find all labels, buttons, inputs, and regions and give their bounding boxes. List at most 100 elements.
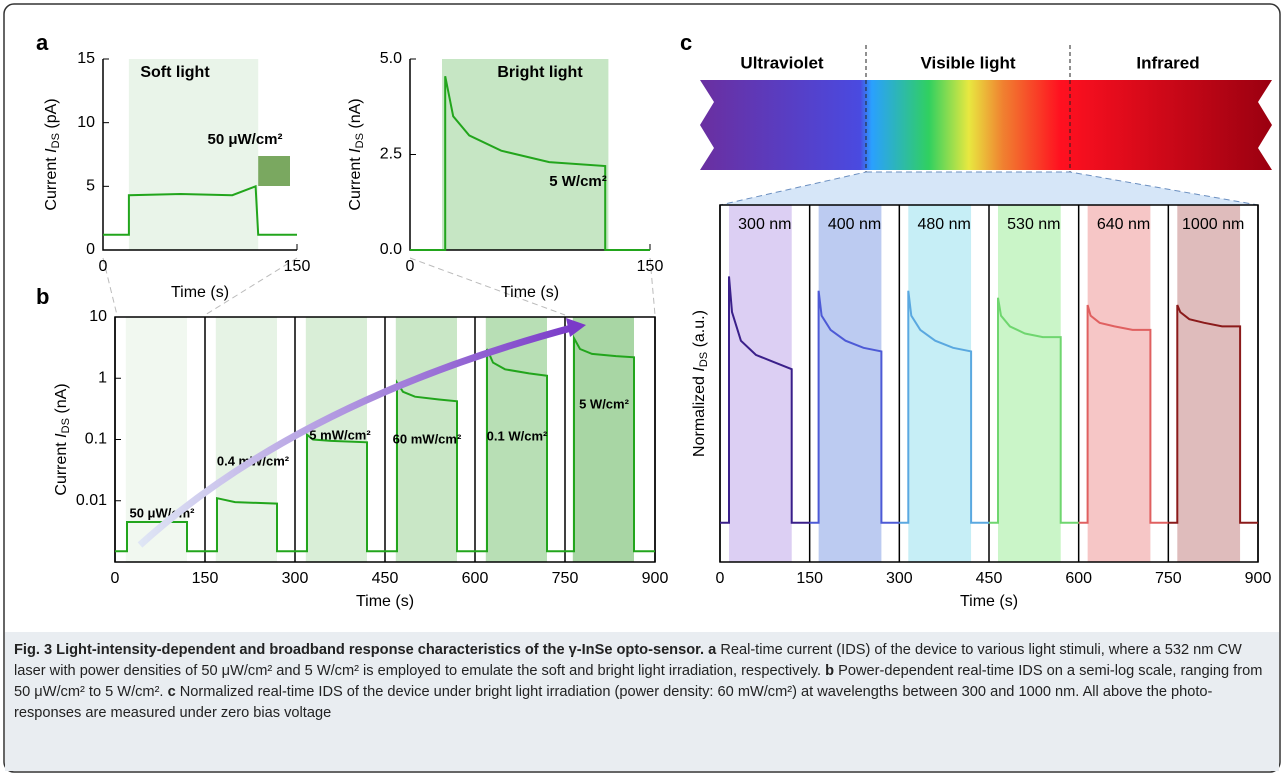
y-label-var: I [43,148,60,153]
plot-frame [719,204,1259,563]
panel-label: a [36,30,49,55]
y-tick-label: 0.01 [76,492,107,509]
light-on-region [997,205,1061,562]
light-on-region [1087,205,1151,562]
zoom-trapezoid [719,171,1259,206]
panel-label: b [36,284,49,309]
data-line [1168,304,1258,524]
y-label-sub: DS [354,133,366,148]
caption-text: Real-time current (IDS) of the device to… [14,642,1242,679]
data-line [720,276,810,524]
x-tick-label: 300 [886,570,913,587]
annotation: 5 mW/cm² [309,427,371,442]
data-line [295,432,385,553]
y-axis-label: Current IDS (nA) [53,383,72,495]
x-tick-label: 0 [99,258,108,275]
x-axis-label: Time (s) [171,284,229,301]
caption-part-label: a [708,642,717,658]
data-line [410,76,650,251]
data-line [565,334,655,553]
band-label: Infrared [1136,53,1199,72]
x-axis-label: Time (s) [960,593,1018,610]
axes [102,59,297,251]
x-tick-label: 0 [111,570,120,587]
data-line [809,290,900,524]
x-tick-label: 900 [642,570,669,587]
figure-border [3,3,1281,773]
x-tick-label: 600 [462,570,489,587]
y-axis-label: Normalized IDS (a.u.) [691,310,710,457]
spectrum-bar [700,80,1272,170]
data-line [115,521,205,553]
x-tick-label: 300 [282,570,309,587]
y-label-var: I [347,148,364,153]
x-tick-label: 450 [976,570,1003,587]
wavelength-label: 300 nm [738,216,791,233]
y-label-sub: DS [50,133,62,148]
light-on-region [442,59,609,250]
light-on-region [215,317,277,562]
trend-arrow [137,323,576,548]
y-axis-label: Current IDS (pA) [43,98,62,210]
data-line [385,379,475,553]
y-axis-label: Current IDS (nA) [347,98,366,210]
light-on-region [572,317,634,562]
data-line [205,496,295,553]
caption-text: Normalized real-time IDS of the device u… [14,684,1213,721]
light-on-region [128,59,259,250]
y-label-text: Normalized [691,372,708,457]
band-label: Ultraviolet [740,53,823,72]
panel-title: Soft light [140,64,210,81]
y-label-sub: DS [698,352,710,367]
wavelength-label: 640 nm [1097,216,1150,233]
caption-part-label: b [825,663,835,679]
x-tick-label: 750 [1155,570,1182,587]
band-label: Visible light [920,53,1015,72]
x-axis-label: Time (s) [501,284,559,301]
y-label-text: Current [43,153,60,211]
light-on-region [395,317,457,562]
light-on-region [1177,205,1241,562]
x-tick-label: 450 [372,570,399,587]
leader-lines [102,257,656,316]
x-tick-label: 150 [796,570,823,587]
light-on-region [818,205,882,562]
trend-arrowhead [566,318,586,337]
y-label-unit: (nA) [347,98,364,133]
y-label-unit: (a.u.) [691,310,708,352]
x-tick-label: 0 [716,570,725,587]
y-tick-label: 10 [89,308,107,325]
light-on-region [728,205,792,562]
y-label-unit: (nA) [53,383,70,418]
y-tick-label: 0 [86,241,95,258]
y-tick-label: 5.0 [380,50,402,67]
panel-title: Bright light [497,64,583,81]
annotation: 50 μW/cm² [207,131,282,148]
x-tick-label: 900 [1245,570,1272,587]
y-label-unit: (pA) [43,98,60,133]
caption-text: Power-dependent real-time IDS on a semi-… [14,663,1263,700]
y-tick-label: 0.1 [85,431,107,448]
data-line [899,290,989,524]
wavelength-label: 400 nm [828,216,881,233]
caption-bg [5,632,1279,771]
annotation: 0.1 W/cm² [487,428,548,443]
y-tick-label: 0.0 [380,241,402,258]
x-tick-label: 600 [1065,570,1092,587]
annotation: 5 W/cm² [579,396,630,411]
x-tick-label: 0 [406,258,415,275]
data-line [475,348,565,553]
light-on-region [125,317,187,562]
data-line [1078,304,1169,524]
data-line [989,297,1079,524]
y-tick-label: 1 [98,369,107,386]
wavelength-label: 530 nm [1007,216,1060,233]
x-tick-label: 150 [284,258,311,275]
x-tick-label: 150 [192,570,219,587]
y-label-text: Current [347,153,364,211]
x-axis-label: Time (s) [356,593,414,610]
y-label-var: I [691,367,708,372]
annotation: 5 W/cm² [549,173,607,190]
y-label-sub: DS [60,418,72,433]
